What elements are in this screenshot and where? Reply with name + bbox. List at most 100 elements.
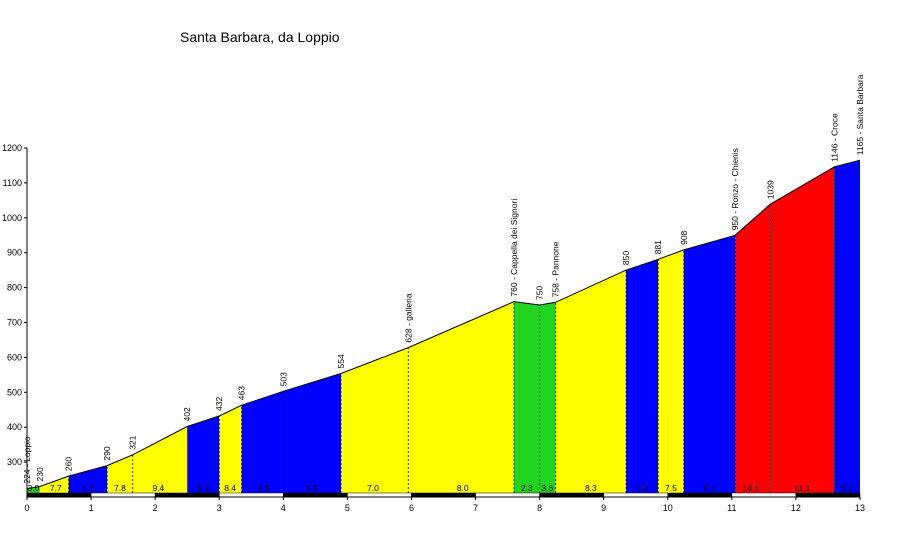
x-tick-label: 8 [537, 503, 542, 513]
segment-fill [834, 160, 860, 497]
segment-fill [658, 249, 684, 497]
x-tick-label: 12 [791, 503, 801, 513]
x-tick-label: 0 [24, 503, 29, 513]
y-tick-label: 1000 [2, 213, 22, 223]
elevation-label: 402 [182, 407, 192, 421]
segment-fill [340, 301, 514, 497]
elevation-label: 321 [128, 435, 138, 449]
dashed-markers [68, 166, 835, 497]
x-tick-label: 3 [217, 503, 222, 513]
elevation-label: 850 [621, 251, 631, 265]
elevation-label: 224 - Loppio [22, 436, 32, 484]
elevation-label: 1039 [765, 180, 775, 199]
elevation-label: 908 [679, 230, 689, 244]
segment-fill [39, 476, 69, 497]
x-tick-label: 10 [663, 503, 673, 513]
y-tick-label: 1100 [3, 178, 22, 188]
km-bar-segment [795, 492, 861, 498]
elevation-label: 432 [214, 397, 224, 411]
x-tick-labels: 0 1 2 3 4 5 6 7 8 9 10 11 12 13 [24, 497, 865, 513]
km-bar-segment [347, 492, 412, 498]
segment-fill [241, 373, 341, 497]
elevation-label: 260 [64, 457, 74, 471]
km-bar-segment [90, 492, 156, 498]
gradient-label: 11.1 [794, 483, 810, 493]
x-tick-label: 7 [473, 503, 478, 513]
gradient-label: 8.4 [224, 483, 236, 493]
gradient-label: 6.2 [197, 483, 209, 493]
gradient-segments [27, 160, 860, 498]
elevation-label: 290 [102, 446, 112, 460]
gradient-label: 9.4 [152, 483, 164, 493]
elevation-label: 950 - Ronzo - Chienis [730, 148, 740, 230]
elevation-labels: 224 - Loppio 230 260 290 321 402 432 463 503 554 6… [22, 74, 865, 483]
gradient-label: 8.3 [585, 483, 597, 493]
segment-fill [555, 270, 627, 497]
elevation-label: 881 [653, 240, 663, 254]
segment-fill [187, 416, 220, 497]
gradient-label: 5.2 [82, 483, 94, 493]
y-tick-label: 300 [7, 457, 22, 467]
elevation-label: 1165 - Santa Barbara [855, 74, 865, 155]
x-tick-label: 6 [409, 503, 414, 513]
x-tick-label: 5 [345, 503, 350, 513]
gradient-label: 7.8 [114, 483, 126, 493]
profile-line [26, 159, 861, 490]
chart-title: Santa Barbara, da Loppio [180, 29, 340, 45]
km-bar-segment [411, 492, 476, 498]
gradient-label: 6.5 [258, 483, 270, 493]
km-bar-segment [475, 492, 540, 498]
elevation-label: 503 [278, 372, 288, 386]
segment-fill [68, 465, 108, 497]
x-tick-label: 2 [153, 503, 158, 513]
segment-fill [683, 235, 736, 498]
segment-fill [513, 301, 556, 497]
gradient-label: 7.5 [665, 483, 677, 493]
gradient-label: 7.7 [50, 483, 62, 493]
km-bar-segment [603, 492, 669, 498]
elevation-label: 628 - galleria [403, 293, 413, 342]
y-tick-label: 900 [7, 248, 22, 258]
y-tick-label: 600 [7, 352, 22, 362]
km-bar-segment [218, 492, 284, 498]
x-tick-label: 4 [281, 503, 286, 513]
x-tick-label: 1 [89, 503, 94, 513]
elevation-label: 463 [237, 386, 247, 400]
gradient-label: 3.0 [27, 483, 39, 493]
gradient-label: 5.1 [704, 483, 716, 493]
gradient-label: 6.2 [636, 483, 648, 493]
x-tick-label: 13 [855, 503, 865, 513]
gradient-label: 7.0 [367, 483, 379, 493]
y-tick-label: 1200 [2, 143, 22, 153]
profile-outline [26, 159, 861, 490]
y-tick-label: 400 [7, 422, 22, 432]
km-bar-segment [283, 492, 348, 498]
gradient-label: 14.6 [743, 483, 760, 493]
km-baseline-bar [26, 492, 861, 498]
km-bar-segment [26, 492, 92, 498]
km-bar-segment [667, 492, 733, 498]
gradient-label: 8.0 [457, 483, 469, 493]
segment-fill [626, 259, 659, 497]
elevation-label: 750 [535, 286, 545, 300]
elevation-label: 554 [336, 354, 346, 368]
km-bar-segment [731, 492, 797, 498]
segment-fill [735, 166, 835, 498]
km-bar-segment [539, 492, 604, 498]
x-tick-label: 11 [727, 503, 736, 513]
elevation-label: 760 - Cappella dei Signori [509, 199, 519, 297]
y-tick-label: 800 [7, 283, 22, 293]
elevation-label: 1146 - Croce [829, 113, 839, 162]
gradient-label: 3.6 [541, 483, 553, 493]
segment-fill [107, 426, 188, 497]
gradient-label: 2.3 [521, 483, 533, 493]
y-tick-label: 700 [7, 318, 22, 328]
km-bar-segment [154, 492, 220, 498]
x-tick-label: 9 [601, 503, 606, 513]
gradient-label: 5.1 [841, 483, 853, 493]
y-tick-label: 500 [7, 387, 22, 397]
gradient-label: 5.5 [306, 483, 318, 493]
gradient-labels: 3.0 7.7 5.2 7.8 9.4 6.2 8.4 6.5 5.5 7.0 8.0 2.3 3.6 8… [27, 483, 853, 493]
y-tick-labels: 300 400 500 600 700 800 900 1000 1100 1200 [2, 143, 27, 467]
